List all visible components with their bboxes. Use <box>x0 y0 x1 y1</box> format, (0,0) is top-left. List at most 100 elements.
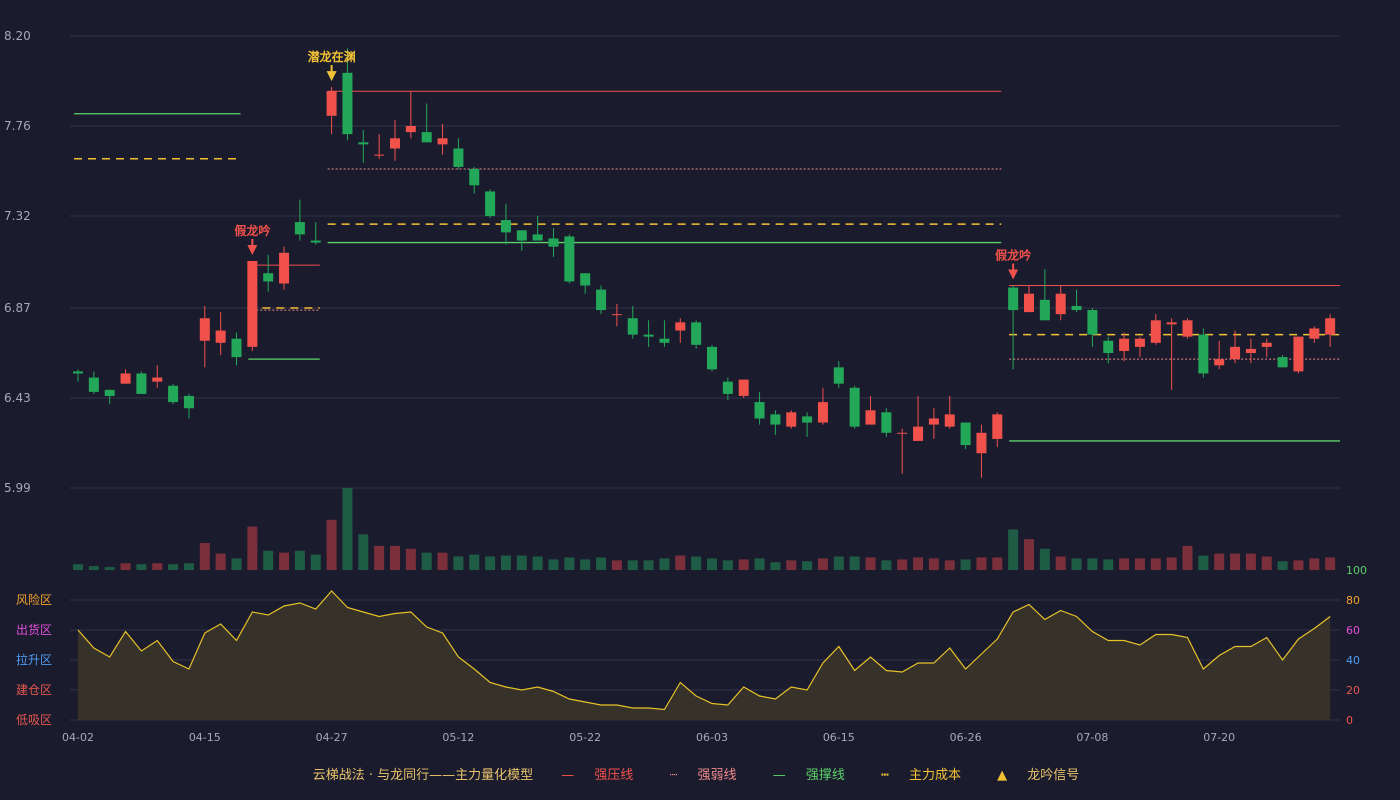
volume-bar <box>707 558 717 570</box>
candle-body <box>802 416 813 423</box>
legend: 云梯战法 · 与龙同行——主力量化模型 — 强压线 ┈ 强弱线 — 强撑线 ┅ … <box>0 764 1400 783</box>
signal-arrow <box>247 244 258 255</box>
volume-bar <box>976 557 987 570</box>
price-tick-label: 5.99 <box>4 481 31 495</box>
legend-pressure[interactable]: — 强压线 <box>561 768 634 783</box>
volume-bar <box>992 557 1003 570</box>
candle-body <box>643 334 654 337</box>
zone-label: 拉升区 <box>16 652 52 667</box>
volume-bar <box>1182 545 1193 570</box>
indicator-tick-label: 20 <box>1346 684 1360 697</box>
volume-bar <box>1119 558 1130 570</box>
indicator-panel <box>77 590 1331 720</box>
volume-bar <box>1293 560 1304 570</box>
volume-bar <box>1214 553 1225 570</box>
volume-bar <box>960 559 971 570</box>
date-tick-label: 07-08 <box>1076 731 1108 744</box>
price-tick-label: 6.87 <box>4 301 31 315</box>
volume-bar <box>1230 553 1241 570</box>
volume-bar <box>596 557 607 570</box>
volume-bar <box>183 563 194 570</box>
indicator-tick-label: 0 <box>1346 714 1353 727</box>
legend-cost-label: 主力成本 <box>908 768 961 783</box>
volume-bar <box>786 560 797 570</box>
candle-body <box>1039 299 1050 321</box>
volume-bar <box>675 555 686 570</box>
legend-signal[interactable]: ▲ 龙吟信号 <box>989 768 1087 783</box>
volume-bar <box>913 557 924 570</box>
legend-weak-label: 强弱线 <box>697 768 737 783</box>
volume-bar <box>73 564 83 570</box>
level-lines <box>74 90 1340 442</box>
volume-bar <box>231 558 242 570</box>
legend-cost[interactable]: ┅ 主力成本 <box>880 768 961 783</box>
volume-bar <box>104 567 115 570</box>
volume-bar <box>136 564 147 570</box>
indicator-area <box>78 591 1331 720</box>
legend-title: 云梯战法 · 与龙同行——主力量化模型 <box>312 768 534 783</box>
candle-body <box>1277 357 1288 368</box>
volume-bar <box>215 553 226 570</box>
volume-bar <box>310 554 321 570</box>
indicator-tick-label: 80 <box>1346 594 1360 607</box>
candle-body <box>1071 305 1082 311</box>
candle-body <box>659 338 670 343</box>
candle-body <box>1230 346 1241 360</box>
volume-bar <box>421 552 432 570</box>
candle-body <box>1103 340 1114 354</box>
price-tick-label: 8.20 <box>4 29 31 43</box>
candle-body <box>1119 338 1130 351</box>
candle-body <box>88 377 99 392</box>
date-tick-label: 06-26 <box>950 731 982 744</box>
volume-bar <box>817 558 828 570</box>
volume-bar <box>580 559 591 570</box>
date-tick-label: 05-22 <box>569 731 601 744</box>
zone-label: 低吸区 <box>16 713 52 727</box>
candle-body <box>199 318 210 341</box>
volume-bar <box>770 562 781 570</box>
volume-bar <box>833 556 844 570</box>
candle-body <box>1055 293 1066 315</box>
candle-body <box>1198 334 1209 374</box>
candle-body <box>358 142 369 145</box>
candle-body <box>1150 320 1161 343</box>
candle-body <box>183 395 194 409</box>
zone-label: 出货区 <box>16 622 52 637</box>
volume-bar <box>1087 558 1098 570</box>
candle-body <box>1087 310 1098 335</box>
volume-bar <box>611 560 622 570</box>
volume-bar <box>802 561 813 570</box>
candle-body <box>928 418 939 425</box>
volume-bar <box>1071 558 1082 570</box>
candle-body <box>865 410 876 425</box>
volume-bar <box>199 542 210 570</box>
zone-label: 建仓区 <box>16 683 52 697</box>
candle-body <box>215 330 226 343</box>
legend-support[interactable]: — 强撑线 <box>772 768 845 783</box>
candle-body <box>294 222 305 235</box>
candle-body <box>817 402 828 423</box>
volume-bar <box>120 563 131 570</box>
candle-body <box>532 234 543 241</box>
candle-body <box>263 273 274 282</box>
candle-body <box>342 72 353 135</box>
candle-body <box>770 414 781 425</box>
candle-body <box>627 318 638 335</box>
candle-body <box>1293 336 1304 372</box>
legend-weak[interactable]: ┈ 强弱线 <box>669 768 737 783</box>
candle-body <box>152 377 163 382</box>
volume-bar <box>881 560 892 570</box>
candle-body <box>691 322 702 345</box>
volume-bar <box>1039 548 1050 570</box>
volume-bar <box>390 545 400 570</box>
signal-arrow <box>1008 269 1019 280</box>
volume-bar <box>326 519 337 570</box>
date-tick-label: 04-27 <box>316 731 348 744</box>
candle-body <box>976 432 987 454</box>
volume-bar <box>754 558 765 570</box>
candle-body <box>738 379 749 396</box>
volume-bar <box>152 563 163 570</box>
volume-bar <box>1024 539 1034 570</box>
legend-signal-label: 龙吟信号 <box>1027 768 1080 783</box>
